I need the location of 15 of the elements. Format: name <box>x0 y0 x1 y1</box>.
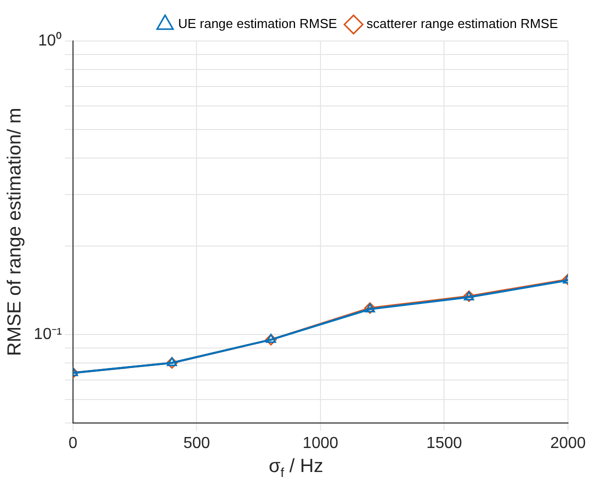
y-tick-label: 10⁰ <box>38 31 62 50</box>
point <box>265 334 277 346</box>
point <box>266 334 276 343</box>
x-tick-label: 0 <box>68 434 78 452</box>
y-tick-label: 10⁻¹ <box>34 326 62 343</box>
x-tick-label: 2000 <box>550 434 586 452</box>
point <box>166 357 178 369</box>
x-tick-label: 1500 <box>426 434 462 452</box>
y-axis-title: RMSE of range estimation/ m <box>4 108 26 356</box>
x-tick-label: 500 <box>183 434 210 452</box>
legend-label: scatterer range estimation RMSE <box>366 16 558 32</box>
legend-label: UE range estimation RMSE <box>178 16 338 32</box>
point <box>166 357 178 366</box>
x-axis-title: σ$_{f}$ / Hz <box>268 456 324 480</box>
x-tick-label: 1000 <box>302 434 338 452</box>
